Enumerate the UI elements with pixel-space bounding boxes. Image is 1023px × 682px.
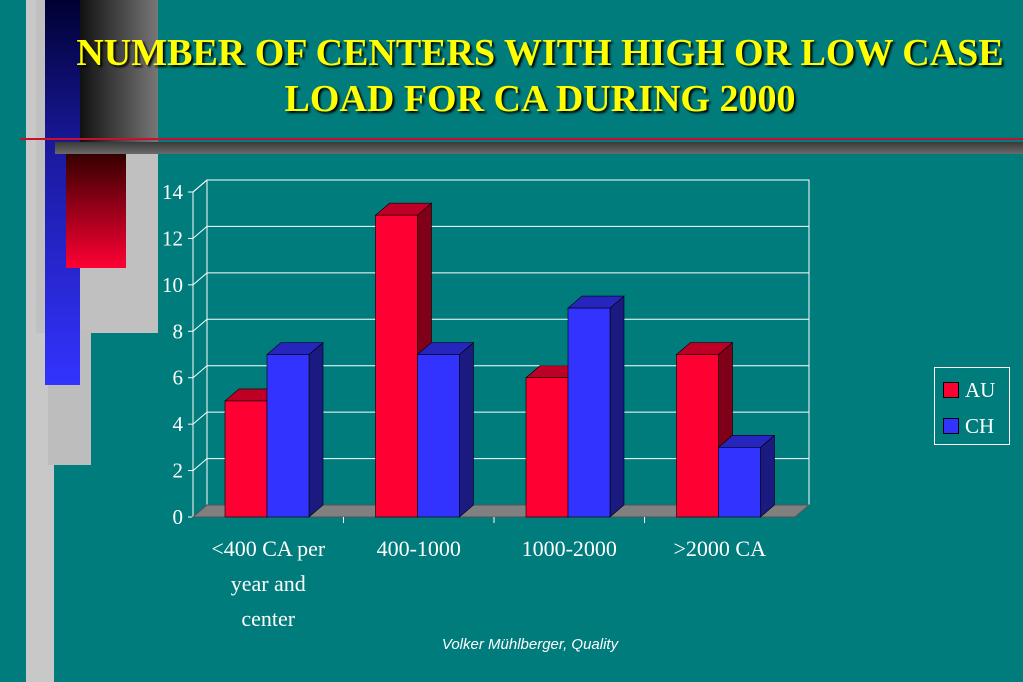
gridline-side xyxy=(192,272,208,286)
x-tick-label: <400 CA per xyxy=(211,536,326,561)
deco-dark-block xyxy=(80,0,158,150)
bar-ch-1-side xyxy=(459,341,474,518)
bar-ch-3 xyxy=(718,447,761,518)
y-tick-label: 10 xyxy=(162,273,183,297)
legend-swatch-au xyxy=(943,382,959,398)
bar-au-1 xyxy=(375,214,418,518)
legend-item-au: AU xyxy=(943,378,995,402)
bar-ch-3-side xyxy=(760,434,775,518)
legend-item-ch: CH xyxy=(943,414,994,438)
bar-ch-1 xyxy=(417,354,460,518)
y-tick-label: 12 xyxy=(162,226,183,250)
title-rule xyxy=(20,138,1023,140)
bar-ch-0 xyxy=(266,354,310,518)
deco-red-block xyxy=(66,153,126,268)
x-tick-label: >2000 CA xyxy=(674,536,767,561)
bar-ch-2-side xyxy=(609,295,625,518)
gridline-side xyxy=(192,318,208,332)
x-tick-label: 400-1000 xyxy=(377,536,461,561)
x-tick-label: year and xyxy=(231,571,306,596)
chart-legend: AU CH xyxy=(934,367,1010,445)
y-tick-label: 2 xyxy=(173,459,184,483)
bar-au-0 xyxy=(224,400,268,518)
slide-title: NUMBER OF CENTERS WITH HIGH OR LOW CASE … xyxy=(76,32,1004,120)
bar-ch-2 xyxy=(567,307,611,518)
x-tick-label: center xyxy=(241,606,295,631)
gridline-side xyxy=(192,226,208,239)
bar-au-3 xyxy=(676,354,719,518)
gridline-side xyxy=(192,458,208,471)
y-tick-label: 8 xyxy=(173,319,184,343)
title-shadow-bar xyxy=(55,142,1023,154)
y-tick-label: 14 xyxy=(162,180,184,204)
legend-label-ch: CH xyxy=(965,413,995,438)
legend-label-au: AU xyxy=(965,377,996,402)
legend-swatch-ch xyxy=(943,418,959,434)
bar-ch-0-side xyxy=(308,341,324,518)
gridline-side xyxy=(192,411,208,425)
gridline-side xyxy=(192,365,208,379)
gridline-side xyxy=(192,179,208,193)
y-tick-label: 0 xyxy=(173,505,184,529)
y-tick-label: 6 xyxy=(173,366,184,390)
bar-au-2 xyxy=(525,377,569,518)
y-tick-label: 4 xyxy=(173,412,184,436)
x-tick-label: 1000-2000 xyxy=(522,536,617,561)
slide-footer: Volker Mühlberger, Quality xyxy=(441,636,619,653)
